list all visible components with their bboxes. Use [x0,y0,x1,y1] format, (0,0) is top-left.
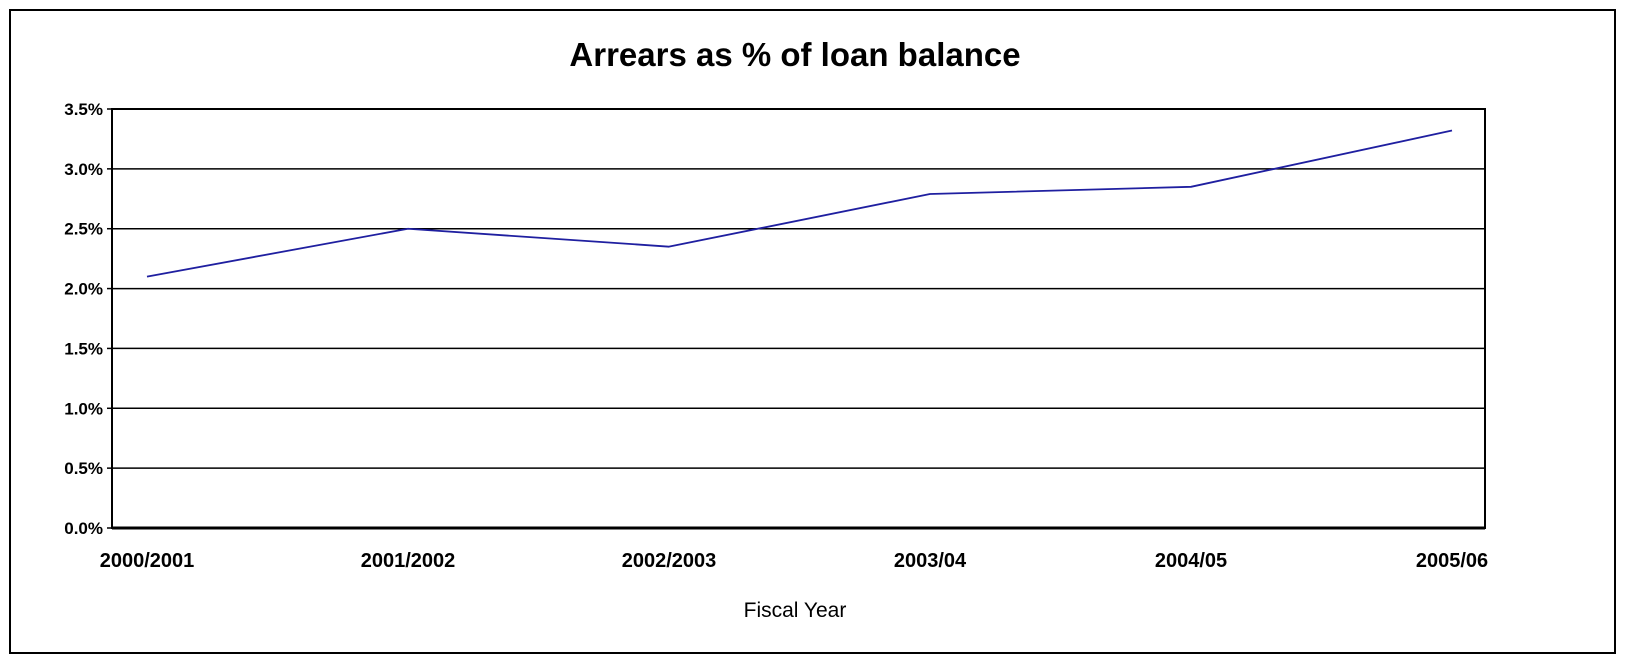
x-tick-label: 2005/06 [1416,550,1488,572]
y-axis: 0.0% 0.5% 1.0% 1.5% 2.0% 2.5% 3.0% 3.5% [64,100,112,538]
chart-title: Arrears as % of loan balance [569,36,1020,73]
y-tick-label: 1.0% [64,399,103,418]
y-tick-label: 3.0% [64,160,103,179]
plot-area [111,108,1486,529]
series-line [146,129,1453,278]
y-tick-label: 1.5% [64,339,103,358]
x-axis-title: Fiscal Year [744,599,847,622]
x-tick-label: 2001/2002 [361,550,456,572]
x-tick-label: 2002/2003 [622,550,717,572]
grid-lines [112,168,1485,469]
y-tick-label: 0.5% [64,459,103,478]
series-layer [146,129,1453,278]
x-tick-label: 2004/05 [1155,550,1227,572]
x-axis: 2000/2001 2001/2002 2002/2003 2003/04 2004/0… [100,526,1488,572]
x-tick-label: 2003/04 [894,550,967,572]
y-tick-label: 2.0% [64,280,103,299]
y-tick-label: 2.5% [64,220,103,239]
y-tick-label: 3.5% [64,100,103,119]
x-tick-label: 2000/2001 [100,550,195,572]
y-tick-label: 0.0% [64,519,103,538]
